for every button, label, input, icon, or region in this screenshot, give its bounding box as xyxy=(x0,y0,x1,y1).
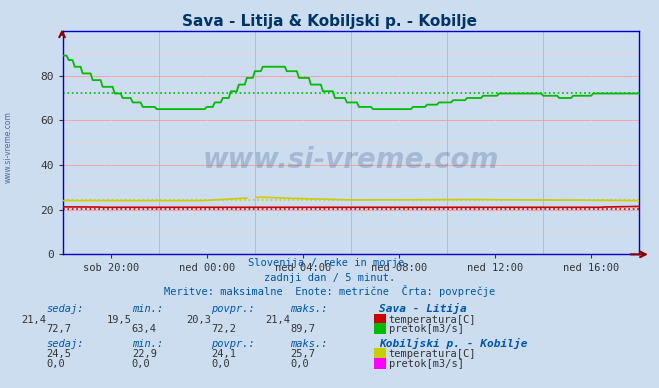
Text: 19,5: 19,5 xyxy=(107,315,132,325)
Text: 0,0: 0,0 xyxy=(46,359,65,369)
Text: 24,1: 24,1 xyxy=(211,349,236,359)
Text: maks.:: maks.: xyxy=(290,304,328,314)
Text: pretok[m3/s]: pretok[m3/s] xyxy=(389,359,464,369)
Text: sedaj:: sedaj: xyxy=(46,339,84,349)
Text: Meritve: maksimalne  Enote: metrične  Črta: povprečje: Meritve: maksimalne Enote: metrične Črta… xyxy=(164,285,495,297)
Text: Slovenija / reke in morje.: Slovenija / reke in morje. xyxy=(248,258,411,268)
Text: www.si-vreme.com: www.si-vreme.com xyxy=(203,146,499,175)
Text: min.:: min.: xyxy=(132,339,163,349)
Text: 20,3: 20,3 xyxy=(186,315,211,325)
Text: 72,2: 72,2 xyxy=(211,324,236,334)
Text: 21,4: 21,4 xyxy=(265,315,290,325)
Text: 72,7: 72,7 xyxy=(46,324,71,334)
Text: min.:: min.: xyxy=(132,304,163,314)
Text: 63,4: 63,4 xyxy=(132,324,157,334)
Text: povpr.:: povpr.: xyxy=(211,304,254,314)
Text: Sava - Litija: Sava - Litija xyxy=(379,303,467,314)
Text: maks.:: maks.: xyxy=(290,339,328,349)
Text: Sava - Litija & Kobiljski p. - Kobilje: Sava - Litija & Kobiljski p. - Kobilje xyxy=(182,14,477,29)
Text: 0,0: 0,0 xyxy=(132,359,150,369)
Text: pretok[m3/s]: pretok[m3/s] xyxy=(389,324,464,334)
Text: zadnji dan / 5 minut.: zadnji dan / 5 minut. xyxy=(264,272,395,282)
Text: temperatura[C]: temperatura[C] xyxy=(389,349,476,359)
Text: 25,7: 25,7 xyxy=(290,349,315,359)
Text: temperatura[C]: temperatura[C] xyxy=(389,315,476,325)
Text: 21,4: 21,4 xyxy=(21,315,46,325)
Text: 0,0: 0,0 xyxy=(290,359,308,369)
Text: Kobiljski p. - Kobilje: Kobiljski p. - Kobilje xyxy=(379,338,527,349)
Text: povpr.:: povpr.: xyxy=(211,339,254,349)
Text: 22,9: 22,9 xyxy=(132,349,157,359)
Text: 24,5: 24,5 xyxy=(46,349,71,359)
Text: www.si-vreme.com: www.si-vreme.com xyxy=(3,111,13,184)
Text: sedaj:: sedaj: xyxy=(46,304,84,314)
Text: 0,0: 0,0 xyxy=(211,359,229,369)
Text: 89,7: 89,7 xyxy=(290,324,315,334)
